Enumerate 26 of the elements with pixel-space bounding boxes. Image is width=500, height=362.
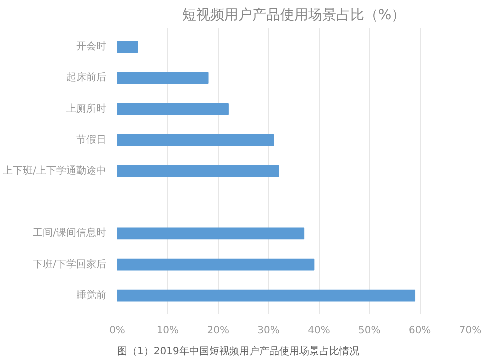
text: 图（1）2019年中国短视频用户产品使用场景占比情况	[118, 346, 360, 358]
bar	[118, 258, 315, 271]
y-tick-label: 睡觉前	[76, 289, 106, 302]
y-tick-label: 下班/下学回家后	[33, 258, 107, 270]
x-tick-label: 10%	[156, 326, 180, 336]
bar	[118, 103, 229, 116]
y-tick-label: 上厕所时	[66, 102, 106, 115]
y-tick-label: 起床前后	[66, 72, 106, 84]
bar	[118, 228, 305, 240]
x-tick-label: 40%	[308, 326, 330, 336]
bar	[118, 290, 416, 302]
x-tick-label: 0%	[110, 326, 126, 336]
bar	[118, 166, 280, 178]
x-tick-label: 50%	[358, 326, 381, 336]
x-tick-label: 70%	[459, 326, 482, 336]
y-tick-label: 工间/课间信息时	[33, 227, 107, 240]
y-tick-label: 开会时	[76, 40, 106, 53]
bar	[118, 41, 138, 54]
bar	[118, 72, 209, 84]
y-tick-label: 节假日	[76, 134, 106, 146]
y-tick-label: 上下班/上下学通勤途中	[3, 165, 107, 177]
bar	[118, 134, 274, 146]
x-tick-label: 20%	[207, 326, 230, 336]
x-tick-label: 60%	[408, 326, 432, 336]
x-tick-label: 30%	[258, 326, 280, 336]
chart-title: 短视频用户产品使用场景占比（%）	[182, 8, 406, 24]
